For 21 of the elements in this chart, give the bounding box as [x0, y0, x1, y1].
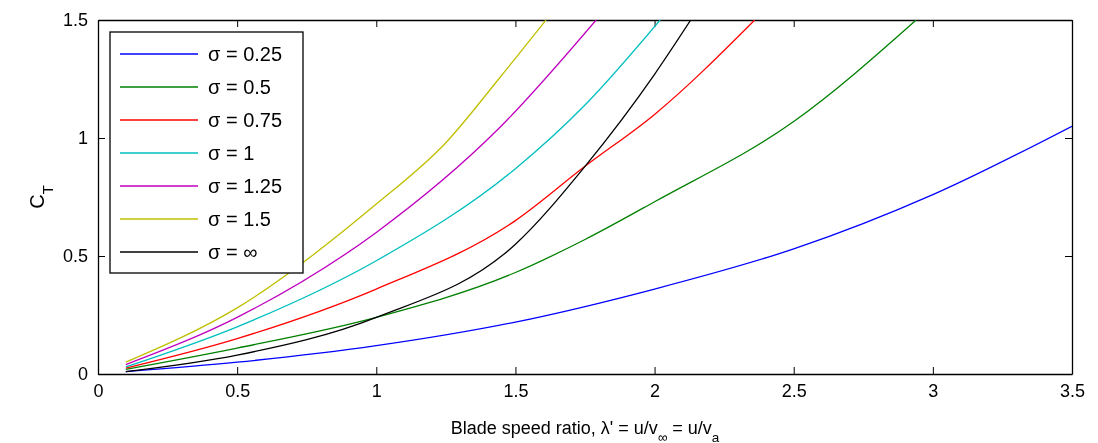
x-axis-title: Blade speed ratio, λ' = u/v$_{∞}$ = u/v$_{a}$	[450, 418, 720, 443]
line-series	[125, 20, 917, 370]
y-tick-label: 1.5	[62, 10, 88, 31]
x-tick-label: 3	[928, 380, 939, 401]
legend-label: σ = 0.75	[208, 109, 283, 131]
x-tick-label: 1	[371, 380, 382, 401]
x-tick-label: 0.5	[225, 380, 251, 401]
y-tick-label: 0.5	[62, 246, 88, 267]
y-tick-label: 0	[77, 364, 88, 385]
x-tick-label: 2	[650, 380, 661, 401]
x-tick-label: 3.5	[1059, 380, 1086, 401]
x-tick-label: 2.5	[781, 380, 807, 401]
legend-label: σ = 1.5	[208, 208, 271, 230]
x-tick-label: 1.5	[503, 380, 529, 401]
x-tick-label: 0	[93, 380, 104, 401]
legend-label: σ = 1	[208, 142, 255, 164]
legend-label: σ = 0.5	[208, 76, 271, 98]
legend-label: σ = 1.25	[208, 175, 283, 197]
legend-label: σ = ∞	[208, 241, 258, 263]
y-tick-label: 1	[77, 128, 88, 149]
legend-label: σ = 0.25	[208, 43, 283, 65]
